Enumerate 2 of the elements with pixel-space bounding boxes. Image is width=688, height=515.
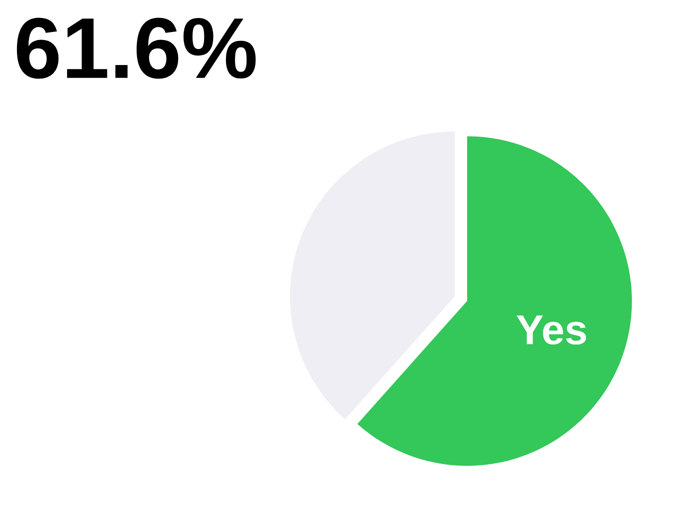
slice-label: Yes [516, 315, 586, 345]
chart-title: 61.6% [16, 18, 256, 79]
